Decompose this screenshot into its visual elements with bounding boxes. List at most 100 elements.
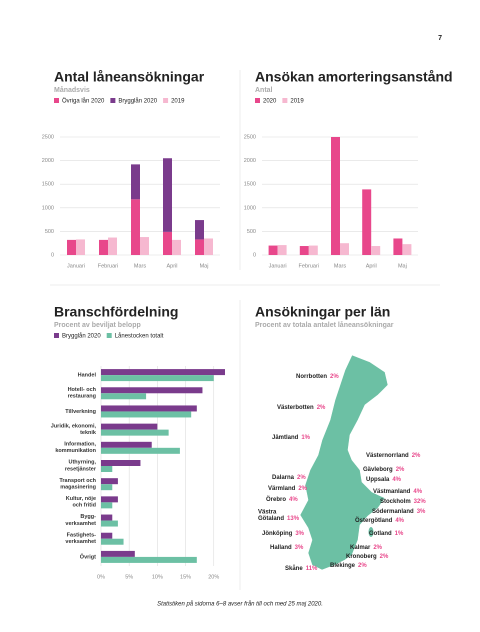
bar	[131, 199, 140, 255]
y-tick-label: 500	[247, 229, 256, 235]
region-name: Dalarna	[272, 475, 295, 481]
category-label: Fastighets-verksamhet	[65, 533, 96, 546]
legend-swatch	[54, 333, 59, 338]
bar	[195, 239, 204, 255]
region-name: Skåne	[285, 565, 303, 572]
region-name: Halland	[270, 545, 292, 551]
map-title: Ansökningar per län	[255, 304, 390, 320]
region-value: 2%	[396, 467, 405, 473]
bar	[340, 243, 349, 255]
x-tick-label: 20%	[208, 574, 219, 580]
legend-label: 2019	[290, 99, 304, 105]
region-value: 4%	[289, 497, 298, 503]
x-tick-label: 0%	[97, 574, 105, 580]
region-name: Norrbotten	[296, 374, 327, 380]
region-label: Jönköping 3%	[262, 531, 305, 537]
bar	[393, 238, 403, 255]
region-value: 4%	[392, 477, 401, 483]
legend-label: Övriga lån 2020	[62, 98, 105, 105]
region-name: Västernorrland	[366, 453, 409, 459]
legend-label: Brygglån 2020	[62, 333, 101, 340]
region-label: Gotland 1%	[369, 531, 404, 537]
legend-label: Lånestocken totalt	[115, 333, 164, 340]
region-label: Uppsala 4%	[366, 477, 402, 483]
region-value: 11%	[306, 566, 318, 572]
sweden-map	[299, 354, 389, 571]
region-value: 13%	[287, 516, 300, 522]
chart-title: Branschfördelning	[54, 304, 178, 320]
category-label: Juridik, ekonomi, teknik	[51, 424, 97, 437]
region-label: Västernorrland 2%	[366, 453, 421, 459]
region-name: Stockholm	[380, 499, 411, 505]
region-label: Södermanland 3%	[372, 509, 426, 515]
bar	[402, 244, 412, 255]
region-label: Stockholm 32%	[380, 499, 426, 505]
bar	[299, 246, 309, 255]
bar	[163, 231, 172, 255]
chart-subtitle: Antal	[255, 87, 273, 94]
region-name: Gotland	[369, 531, 392, 537]
region-value: 2%	[380, 554, 389, 560]
region-value: 1%	[301, 435, 310, 441]
bar	[101, 411, 192, 418]
bar	[101, 387, 203, 394]
y-tick-label: 1000	[244, 205, 256, 211]
bar	[101, 520, 118, 527]
bar	[101, 375, 214, 382]
bar	[101, 538, 124, 545]
bar	[101, 423, 158, 430]
region-name: Jämtland	[272, 435, 299, 441]
bar	[101, 460, 141, 466]
bar	[195, 220, 204, 240]
region-name: Värmland	[268, 486, 296, 492]
region-value: 2%	[297, 475, 306, 481]
region-label: Kronoberg 2%	[346, 554, 389, 560]
bar	[108, 237, 117, 255]
category-label: Hotell- och restaurang	[68, 387, 97, 400]
x-tick-label: Februari	[98, 263, 118, 269]
y-tick-label: 2000	[42, 158, 54, 164]
bar	[101, 502, 113, 509]
region-value: 2%	[358, 563, 367, 569]
bar	[101, 514, 113, 521]
y-tick-label: 2500	[42, 134, 54, 140]
region-label: Gävleborg 2%	[363, 467, 405, 473]
x-tick-label: Februari	[299, 263, 319, 269]
y-tick-label: 500	[45, 229, 54, 235]
x-tick-label: Mars	[134, 263, 146, 269]
region-name: Uppsala	[366, 477, 390, 483]
chart-title: Ansökan amorteringsanstånd	[255, 69, 453, 85]
category-label: Tillverkning	[65, 409, 96, 415]
region-value: 32%	[414, 499, 427, 505]
x-tick-label: Maj	[398, 263, 407, 269]
bar	[99, 239, 108, 255]
category-label: Information, kommunikation	[55, 442, 96, 455]
region-value: 3%	[295, 545, 304, 551]
bar	[101, 466, 113, 472]
region-name: Örebro	[266, 496, 286, 503]
bar	[101, 441, 152, 448]
bar	[101, 405, 197, 412]
region-value: 2%	[330, 374, 339, 380]
region-name: Östergötland	[355, 517, 393, 524]
x-tick-label: Mars	[334, 263, 346, 269]
legend-swatch	[255, 98, 260, 103]
category-label: Övrigt	[80, 553, 96, 560]
bar	[204, 238, 213, 255]
region-value: 2%	[412, 453, 421, 459]
x-tick-label: April	[366, 263, 377, 269]
region-name: Södermanland	[372, 509, 414, 515]
map-subtitle: Procent av totala antalet låneansökninga…	[255, 321, 394, 329]
legend-swatch	[163, 98, 169, 103]
gotland-shape	[368, 527, 374, 537]
chart-subtitle: Månadsvis	[54, 86, 90, 94]
legend-swatch	[110, 98, 116, 103]
x-tick-label: Januari	[67, 263, 85, 269]
region-label: Skåne 11%	[285, 565, 318, 572]
region-label: Västerbotten 2%	[277, 405, 326, 411]
legend-label: 2020	[263, 99, 277, 105]
y-tick-label: 0	[51, 252, 54, 258]
region-name: Västra Götaland 13%	[258, 509, 300, 522]
region-label: Halland 3%	[270, 545, 304, 551]
